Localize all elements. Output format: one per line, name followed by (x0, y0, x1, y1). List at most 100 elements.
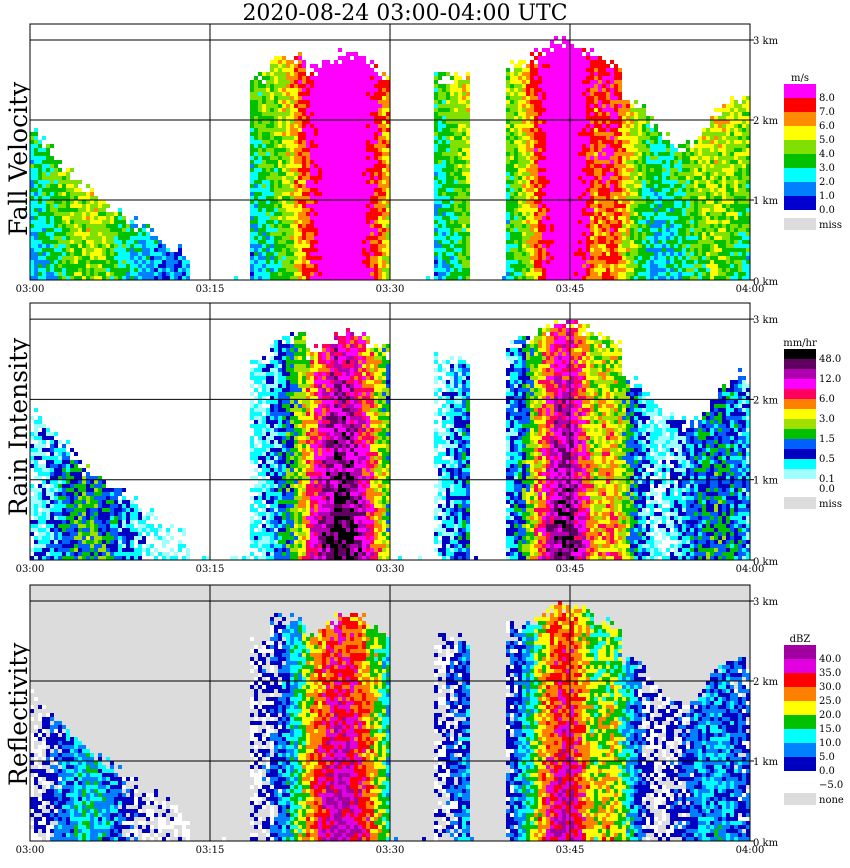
legend-label: 1.5 (819, 434, 835, 445)
legend-swatch (784, 349, 816, 359)
legend-missing-swatch (784, 218, 816, 230)
chart-title: 2020-08-24 03:00-04:00 UTC (242, 1, 568, 26)
time-tick-label: 03:15 (196, 564, 225, 575)
alt-tick-label: 3 km (753, 315, 779, 326)
legend-swatch (784, 771, 816, 785)
alt-tick-label: 1 km (753, 196, 779, 207)
legend-swatch (784, 84, 816, 98)
legend-missing-label: miss (819, 499, 842, 510)
legend-label: 25.0 (819, 696, 841, 707)
alt-tick-label: 2 km (753, 116, 779, 127)
legend-label: 5.0 (819, 135, 835, 146)
legend-swatch (784, 757, 816, 771)
legend-swatch (784, 449, 816, 459)
legend-label: 35.0 (819, 668, 841, 679)
legend-swatch (784, 154, 816, 168)
legend-swatch (784, 439, 816, 449)
panels-group: 0 km 1 km 2 km 3 km 03:00 03:15 03:30 03:45 04:0… (16, 23, 844, 856)
legend-swatch (784, 729, 816, 743)
legend-unit: dBZ (790, 634, 811, 645)
legend-label: 3.0 (819, 163, 835, 174)
legend-swatch (784, 369, 816, 379)
time-tick-label: 03:45 (556, 564, 585, 575)
heatmap-cells (30, 320, 750, 560)
legend-label: 20.0 (819, 710, 841, 721)
legend-label: 6.0 (819, 121, 835, 132)
panel-3: 0 km 1 km 2 km 3 km 03:00 03:15 03:30 03:45 04:0… (16, 584, 844, 856)
legend-unit: m/s (791, 73, 809, 84)
legend-label: 30.0 (819, 682, 841, 693)
legend-missing-swatch (784, 793, 816, 805)
panel-2: 0 km 1 km 2 km 3 km 03:00 03:15 03:30 03:45 04:0… (16, 302, 842, 575)
alt-tick-label: 2 km (753, 677, 779, 688)
legend-label: 0.5 (819, 454, 835, 465)
legend-swatch (784, 429, 816, 439)
heatmap-cells (30, 36, 750, 280)
legend-label: −5.0 (819, 780, 843, 791)
time-tick-label: 04:00 (736, 845, 765, 856)
legend-swatch (784, 399, 816, 409)
time-tick-label: 03:15 (196, 284, 225, 295)
legend-label: 6.0 (819, 394, 835, 405)
alt-tick-label: 0 km (753, 557, 779, 568)
panel-1: 0 km 1 km 2 km 3 km 03:00 03:15 03:30 03:45 04:0… (16, 23, 842, 295)
alt-tick-label: 1 km (753, 476, 779, 487)
time-tick-label: 03:30 (376, 845, 405, 856)
legend-label: 12.0 (819, 374, 841, 385)
time-tick-label: 03:00 (16, 284, 45, 295)
legend-swatch (784, 389, 816, 399)
legend-swatch (784, 645, 816, 659)
plot-frame (29, 23, 751, 281)
legend-swatch (784, 701, 816, 715)
legend-label: 0.1 (819, 474, 835, 485)
legend-missing-swatch (784, 497, 816, 509)
time-tick-label: 04:00 (736, 284, 765, 295)
legend-missing-label: miss (819, 220, 842, 231)
legend-label: 3.0 (819, 414, 835, 425)
legend-swatch (784, 182, 816, 196)
legend-swatch (784, 359, 816, 369)
legend-label: 8.0 (819, 93, 835, 104)
legend-swatch (784, 469, 816, 479)
time-tick-label: 03:00 (16, 564, 45, 575)
plot-frame (29, 302, 751, 561)
legend-swatch (784, 126, 816, 140)
legend-swatch (784, 659, 816, 673)
alt-tick-label: 0 km (753, 277, 779, 288)
legend-label: 0.0 (819, 484, 835, 495)
plot-frame (29, 584, 751, 842)
time-tick-label: 03:30 (376, 564, 405, 575)
legend-unit: mm/hr (783, 338, 817, 349)
alt-tick-label: 1 km (753, 757, 779, 768)
legend-label: 10.0 (819, 738, 841, 749)
legend-swatch (784, 673, 816, 687)
legend-swatch (784, 459, 816, 469)
legend-label: 7.0 (819, 107, 835, 118)
alt-tick-label: 0 km (753, 838, 779, 849)
time-tick-label: 04:00 (736, 564, 765, 575)
time-tick-label: 03:45 (556, 284, 585, 295)
legend-swatch (784, 98, 816, 112)
alt-tick-label: 3 km (753, 36, 779, 47)
legend-label: 40.0 (819, 654, 841, 665)
legend-swatch (784, 715, 816, 729)
time-tick-label: 03:30 (376, 284, 405, 295)
legend-label: 0.0 (819, 766, 835, 777)
legend-label: 0.0 (819, 205, 835, 216)
legend-missing-label: none (819, 795, 844, 806)
legend-label: 1.0 (819, 191, 835, 202)
legend-swatch (784, 379, 816, 389)
time-tick-label: 03:15 (196, 845, 225, 856)
alt-tick-label: 3 km (753, 597, 779, 608)
legend-swatch (784, 196, 816, 210)
legend-swatch (784, 409, 816, 419)
legend-swatch (784, 168, 816, 182)
legend-label: 5.0 (819, 752, 835, 763)
time-tick-label: 03:00 (16, 845, 45, 856)
legend-label: 15.0 (819, 724, 841, 735)
time-tick-label: 03:45 (556, 845, 585, 856)
legend-swatch (784, 419, 816, 429)
heatmap-cells (30, 601, 750, 841)
legend-swatch (784, 479, 816, 489)
